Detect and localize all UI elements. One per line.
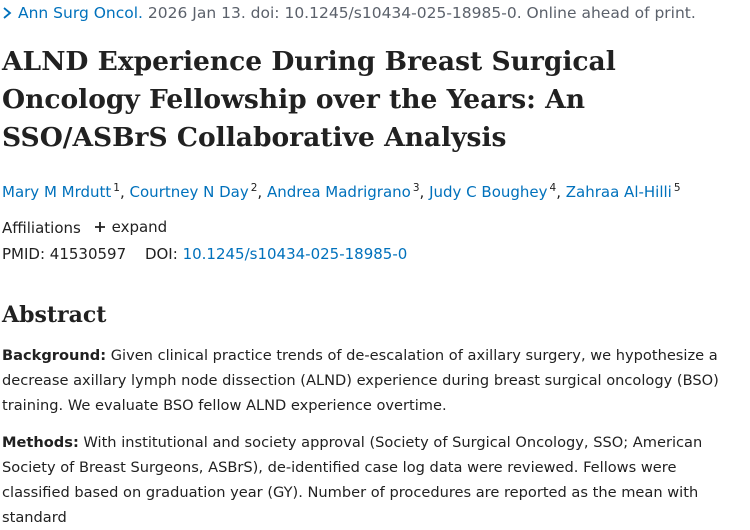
journal-link[interactable]: Ann Surg Oncol.: [18, 4, 143, 22]
affiliation-ref[interactable]: 5: [673, 182, 681, 194]
section-label: Methods:: [2, 434, 79, 451]
doi-link[interactable]: 10.1245/s10434-025-18985-0: [182, 245, 408, 263]
abstract-heading: Abstract: [2, 302, 107, 328]
affiliation-ref[interactable]: 2: [250, 182, 258, 194]
citation-details: 2026 Jan 13. doi: 10.1245/s10434-025-189…: [147, 4, 696, 22]
abstract-background: Background: Given clinical practice tren…: [2, 343, 744, 418]
affiliation-ref[interactable]: 4: [549, 182, 557, 194]
author-list: Mary M Mrdutt 1, Courtney N Day 2, Andrea …: [2, 182, 681, 201]
section-text: With institutional and society approval …: [2, 434, 703, 526]
affiliation-ref[interactable]: 3: [412, 182, 420, 194]
author-link[interactable]: Andrea Madrigrano: [266, 183, 411, 201]
expand-label: expand: [111, 218, 168, 236]
pmid-value: 41530597: [49, 245, 127, 263]
author-link[interactable]: Judy C Boughey: [429, 183, 548, 201]
section-text: Given clinical practice trends of de-esc…: [2, 347, 719, 414]
section-label: Background:: [2, 347, 107, 364]
affiliations-row: Affiliations expand: [2, 216, 167, 239]
article-title: ALND Experience During Breast Surgical O…: [2, 46, 616, 153]
author-link[interactable]: Zahraa Al-Hilli: [565, 183, 672, 201]
pmid-label: PMID:: [2, 245, 46, 263]
affiliations-label: Affiliations: [2, 219, 81, 237]
identifiers-row: PMID: 41530597 DOI: 10.1245/s10434-025-1…: [2, 243, 407, 265]
affiliations-expand-button[interactable]: expand: [94, 216, 168, 238]
doi-label: DOI:: [144, 245, 178, 263]
citation-line: Ann Surg Oncol. 2026 Jan 13. doi: 10.124…: [0, 3, 696, 23]
affiliation-ref[interactable]: 1: [113, 182, 120, 194]
abstract-methods: Methods: With institutional and society …: [2, 430, 744, 530]
author-link[interactable]: Mary M Mrdutt: [2, 183, 112, 201]
author-link[interactable]: Courtney N Day: [129, 183, 249, 201]
chevron-right-icon: [3, 7, 12, 19]
plus-icon: [94, 222, 105, 232]
